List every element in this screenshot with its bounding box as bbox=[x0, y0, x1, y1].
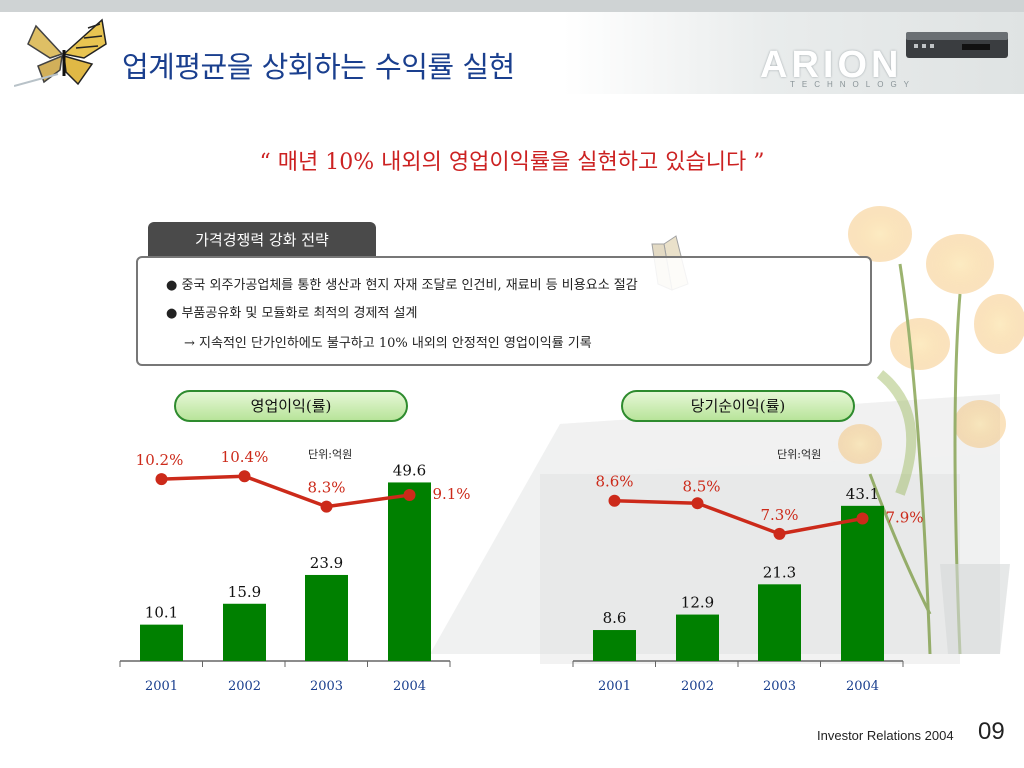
rate-point bbox=[155, 473, 168, 486]
header-band bbox=[0, 12, 1024, 94]
rate-point bbox=[238, 470, 251, 483]
bar-value-label: 23.9 bbox=[310, 554, 343, 572]
bar-value-label: 49.6 bbox=[393, 461, 426, 479]
chart-title-operating-profit: 영업이익(률) bbox=[174, 390, 408, 422]
rate-point bbox=[320, 500, 333, 513]
page-number: 09 bbox=[978, 718, 1005, 745]
strategy-tab: 가격경쟁력 강화 전략 bbox=[148, 222, 376, 256]
top-bar bbox=[0, 0, 1024, 12]
page-title: 업계평균을 상회하는 수익률 실현 bbox=[122, 50, 515, 84]
brand-logo-subtext: TECHNOLOGY bbox=[790, 80, 917, 89]
bar-value-label: 43.1 bbox=[846, 485, 879, 503]
x-tick-label: 2001 bbox=[145, 679, 178, 694]
rate-label: 7.9% bbox=[885, 509, 923, 527]
rate-label: 8.5% bbox=[682, 477, 720, 495]
x-tick-label: 2001 bbox=[598, 679, 631, 694]
x-tick-label: 2002 bbox=[681, 679, 714, 694]
bar-value-label: 8.6 bbox=[603, 609, 627, 627]
rate-label: 10.4% bbox=[221, 448, 269, 466]
bar-value-label: 12.9 bbox=[681, 594, 714, 612]
bar bbox=[676, 614, 719, 661]
rate-point bbox=[403, 489, 416, 502]
rate-label: 7.3% bbox=[760, 506, 798, 524]
unit-label: 단위:억원 bbox=[777, 448, 822, 461]
rate-line bbox=[161, 474, 410, 509]
bar bbox=[388, 482, 431, 661]
chart-title-net-income: 당기순이익(률) bbox=[621, 390, 855, 422]
rate-point bbox=[773, 527, 786, 540]
rate-label: 10.2% bbox=[136, 451, 184, 469]
bar bbox=[305, 574, 348, 661]
unit-label: 단위:억원 bbox=[308, 448, 353, 461]
rate-label: 9.1% bbox=[432, 485, 470, 503]
footer-text: Investor Relations 2004 bbox=[817, 728, 954, 743]
rate-point bbox=[856, 512, 869, 525]
rate-label: 8.6% bbox=[595, 473, 633, 491]
strategy-bullet: ● 중국 외주가공업체를 통한 생산과 현지 자재 조달로 인건비, 재료비 등… bbox=[166, 278, 638, 293]
bar bbox=[140, 624, 183, 661]
headline-quote: “ 매년 10% 내외의 영업이익률을 실현하고 있습니다 ” bbox=[259, 150, 765, 175]
strategy-bullet: ● 부품공유화 및 모듈화로 최적의 경제적 설계 bbox=[166, 306, 418, 321]
x-tick-label: 2002 bbox=[228, 679, 261, 694]
bar-value-label: 15.9 bbox=[228, 583, 261, 601]
bar bbox=[841, 505, 884, 661]
x-tick-label: 2003 bbox=[763, 679, 796, 694]
bar bbox=[758, 584, 801, 661]
rate-point bbox=[608, 494, 621, 507]
strategy-box: ● 중국 외주가공업체를 통한 생산과 현지 자재 조달로 인건비, 재료비 등… bbox=[136, 256, 872, 366]
strategy-conclusion: → 지속적인 단가인하에도 불구하고 10% 내외의 안정적인 영업이익률 기록 bbox=[184, 336, 592, 351]
bar-value-label: 10.1 bbox=[145, 604, 178, 622]
rate-label: 8.3% bbox=[307, 479, 345, 497]
rate-line bbox=[614, 498, 863, 536]
x-tick-label: 2004 bbox=[846, 679, 879, 694]
bar bbox=[593, 630, 636, 661]
bar bbox=[223, 603, 266, 661]
rate-point bbox=[691, 497, 704, 510]
x-tick-label: 2003 bbox=[310, 679, 343, 694]
bar-value-label: 21.3 bbox=[763, 563, 796, 581]
brand-logo: ARION bbox=[760, 44, 903, 86]
settop-box-image bbox=[906, 32, 1008, 58]
x-tick-label: 2004 bbox=[393, 679, 426, 694]
butterfly-icon bbox=[14, 18, 107, 87]
